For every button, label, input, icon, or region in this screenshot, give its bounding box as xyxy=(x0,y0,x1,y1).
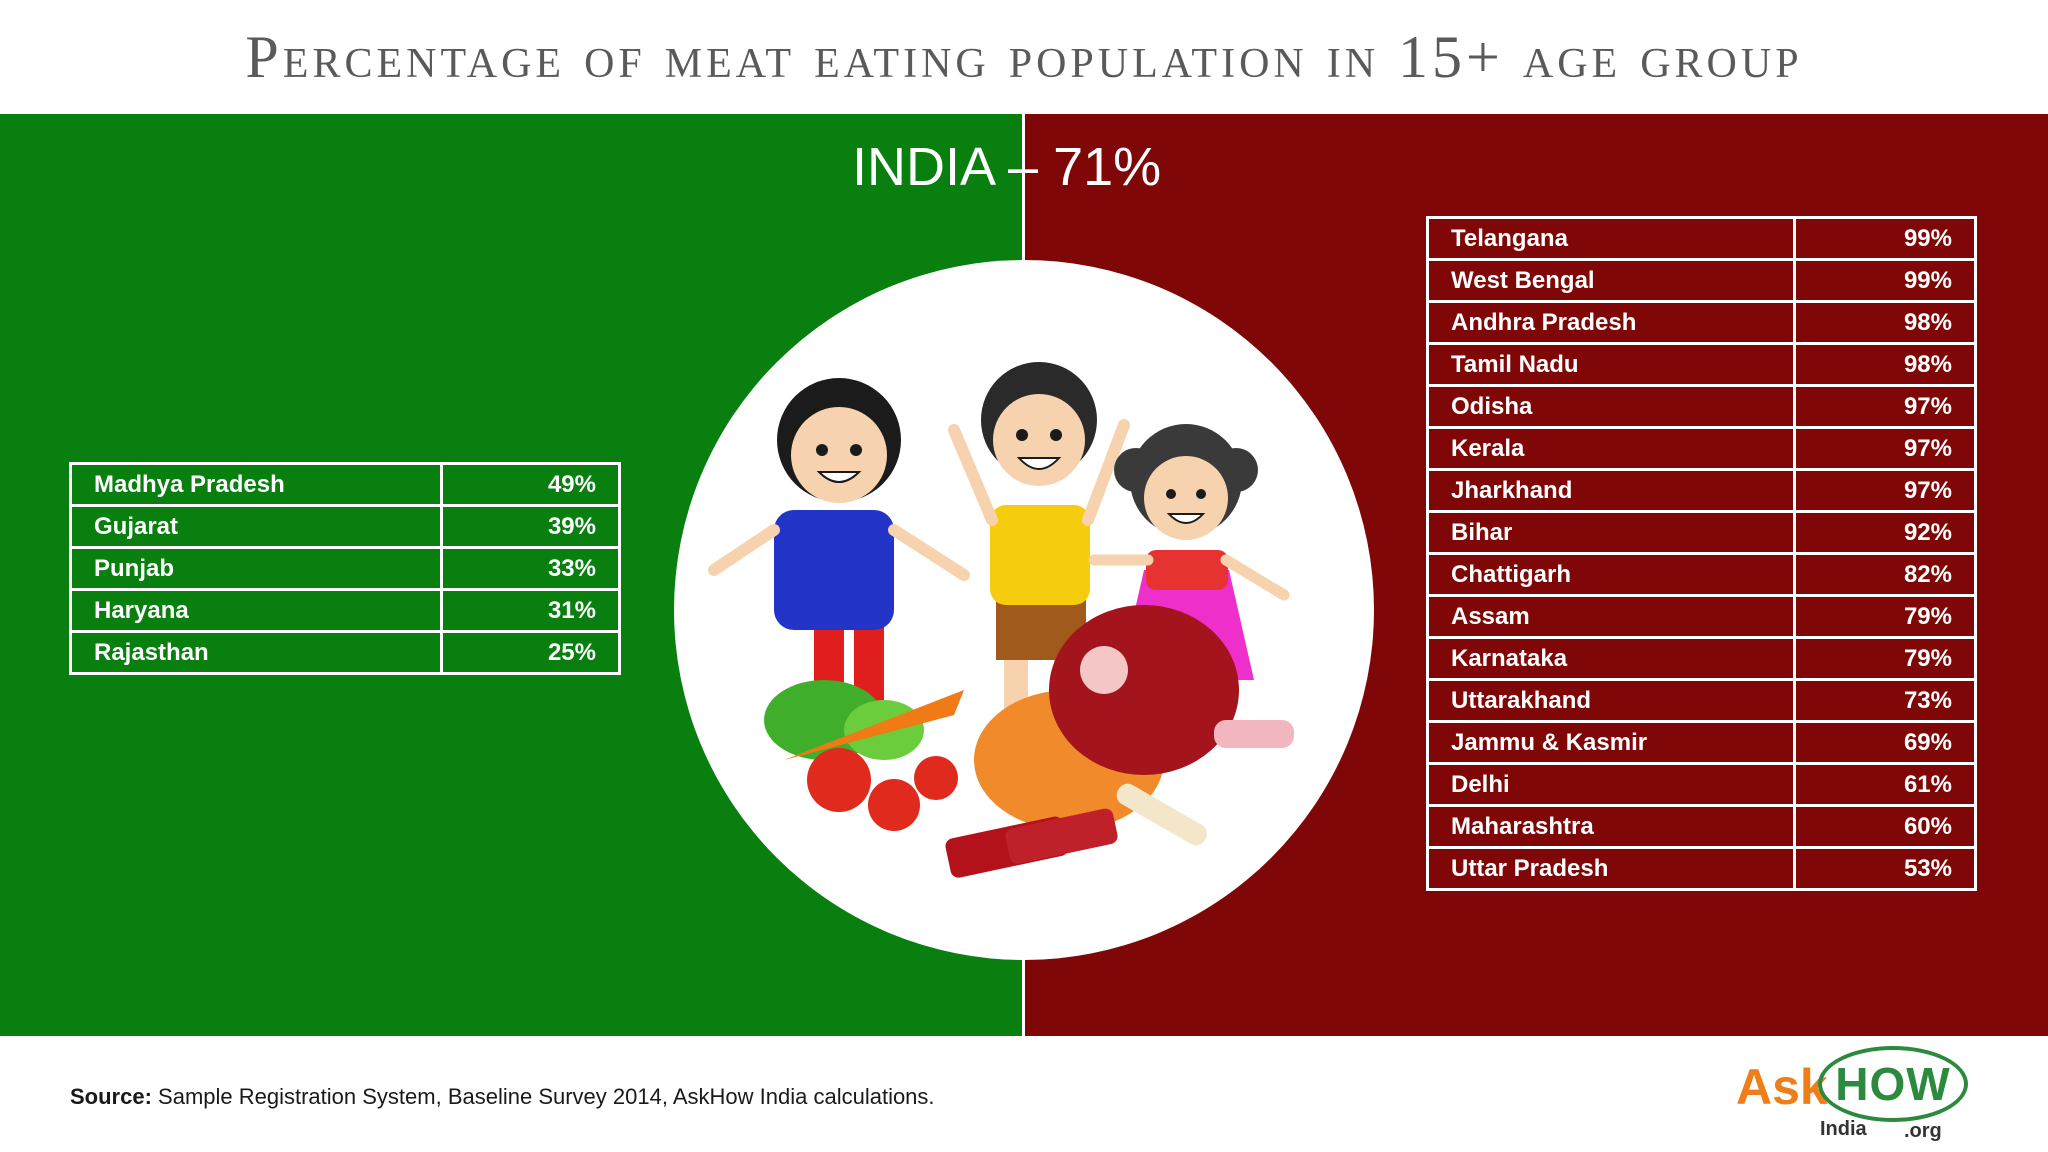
state-name: Chattigarh xyxy=(1426,552,1796,597)
table-row: Jammu & Kasmir 69% xyxy=(1426,720,1977,765)
table-row: Karnataka 79% xyxy=(1426,636,1977,681)
source-note: Source: Sample Registration System, Base… xyxy=(70,1084,935,1110)
state-name: Tamil Nadu xyxy=(1426,342,1796,387)
state-percentage: 61% xyxy=(1793,762,1977,807)
state-percentage: 98% xyxy=(1793,342,1977,387)
state-name: Assam xyxy=(1426,594,1796,639)
table-row: Telangana 99% xyxy=(1426,216,1977,261)
state-percentage: 98% xyxy=(1793,300,1977,345)
state-percentage: 69% xyxy=(1793,720,1977,765)
table-row: West Bengal 99% xyxy=(1426,258,1977,303)
table-row: Madhya Pradesh 49% xyxy=(69,462,621,507)
state-name: Uttarakhand xyxy=(1426,678,1796,723)
state-name: Jharkhand xyxy=(1426,468,1796,513)
state-name: Jammu & Kasmir xyxy=(1426,720,1796,765)
source-label: Source: xyxy=(70,1084,152,1109)
state-name: Andhra Pradesh xyxy=(1426,300,1796,345)
table-row: Rajasthan 25% xyxy=(69,630,621,675)
state-percentage: 97% xyxy=(1793,468,1977,513)
state-percentage: 49% xyxy=(440,462,621,507)
table-row: Gujarat 39% xyxy=(69,504,621,549)
page-title: Percentage of meat eating population in … xyxy=(245,23,1803,90)
table-row: Kerala 97% xyxy=(1426,426,1977,471)
state-name: Telangana xyxy=(1426,216,1796,261)
state-name: Odisha xyxy=(1426,384,1796,429)
state-percentage: 53% xyxy=(1793,846,1977,891)
table-row: Chattigarh 82% xyxy=(1426,552,1977,597)
state-name: Maharashtra xyxy=(1426,804,1796,849)
table-row: Assam 79% xyxy=(1426,594,1977,639)
logo-how-text: HOW xyxy=(1835,1058,1951,1110)
table-row: Tamil Nadu 98% xyxy=(1426,342,1977,387)
state-name: West Bengal xyxy=(1426,258,1796,303)
table-row: Uttar Pradesh 53% xyxy=(1426,846,1977,891)
state-name: Punjab xyxy=(69,546,443,591)
table-row: Uttarakhand 73% xyxy=(1426,678,1977,723)
state-percentage: 97% xyxy=(1793,384,1977,429)
source-text: Sample Registration System, Baseline Sur… xyxy=(151,1084,935,1109)
state-percentage: 92% xyxy=(1793,510,1977,555)
state-percentage: 25% xyxy=(440,630,621,675)
state-percentage: 79% xyxy=(1793,594,1977,639)
state-name: Bihar xyxy=(1426,510,1796,555)
high-meat-states-table: Telangana 99% West Bengal 99% Andhra Pradesh… xyxy=(1426,216,1977,891)
logo-ask-text: Ask xyxy=(1736,1059,1828,1115)
logo-how-bubble: HOW xyxy=(1818,1046,1968,1122)
table-row: Punjab 33% xyxy=(69,546,621,591)
table-row: Odisha 97% xyxy=(1426,384,1977,429)
table-row: Bihar 92% xyxy=(1426,510,1977,555)
logo-india-text: India xyxy=(1820,1118,1867,1140)
state-percentage: 60% xyxy=(1793,804,1977,849)
meat-group xyxy=(945,605,1294,878)
state-percentage: 82% xyxy=(1793,552,1977,597)
kid-blue-shirt-figure xyxy=(708,378,970,730)
state-percentage: 99% xyxy=(1793,216,1977,261)
state-percentage: 79% xyxy=(1793,636,1977,681)
table-row: Jharkhand 97% xyxy=(1426,468,1977,513)
state-percentage: 99% xyxy=(1793,258,1977,303)
table-row: Delhi 61% xyxy=(1426,762,1977,807)
children-with-food-illustration xyxy=(708,362,1294,878)
state-name: Kerala xyxy=(1426,426,1796,471)
state-name: Rajasthan xyxy=(69,630,443,675)
state-name: Gujarat xyxy=(69,504,443,549)
state-percentage: 73% xyxy=(1793,678,1977,723)
vegetables-group xyxy=(764,680,964,831)
state-percentage: 97% xyxy=(1793,426,1977,471)
india-percentage-label: INDIA – 71% xyxy=(852,137,1162,197)
state-name: Uttar Pradesh xyxy=(1426,846,1796,891)
askhow-logo: Ask HOW India .org xyxy=(1736,1046,1976,1146)
state-percentage: 33% xyxy=(440,546,621,591)
state-name: Haryana xyxy=(69,588,443,633)
table-row: Haryana 31% xyxy=(69,588,621,633)
state-percentage: 39% xyxy=(440,504,621,549)
state-name: Delhi xyxy=(1426,762,1796,807)
state-percentage: 31% xyxy=(440,588,621,633)
table-row: Maharashtra 60% xyxy=(1426,804,1977,849)
illustration-circle xyxy=(674,260,1374,960)
state-name: Madhya Pradesh xyxy=(69,462,443,507)
table-row: Andhra Pradesh 98% xyxy=(1426,300,1977,345)
low-meat-states-table: Madhya Pradesh 49% Gujarat 39% Punjab 33% Hary… xyxy=(69,462,621,675)
state-name: Karnataka xyxy=(1426,636,1796,681)
logo-org-text: .org xyxy=(1904,1120,1942,1142)
